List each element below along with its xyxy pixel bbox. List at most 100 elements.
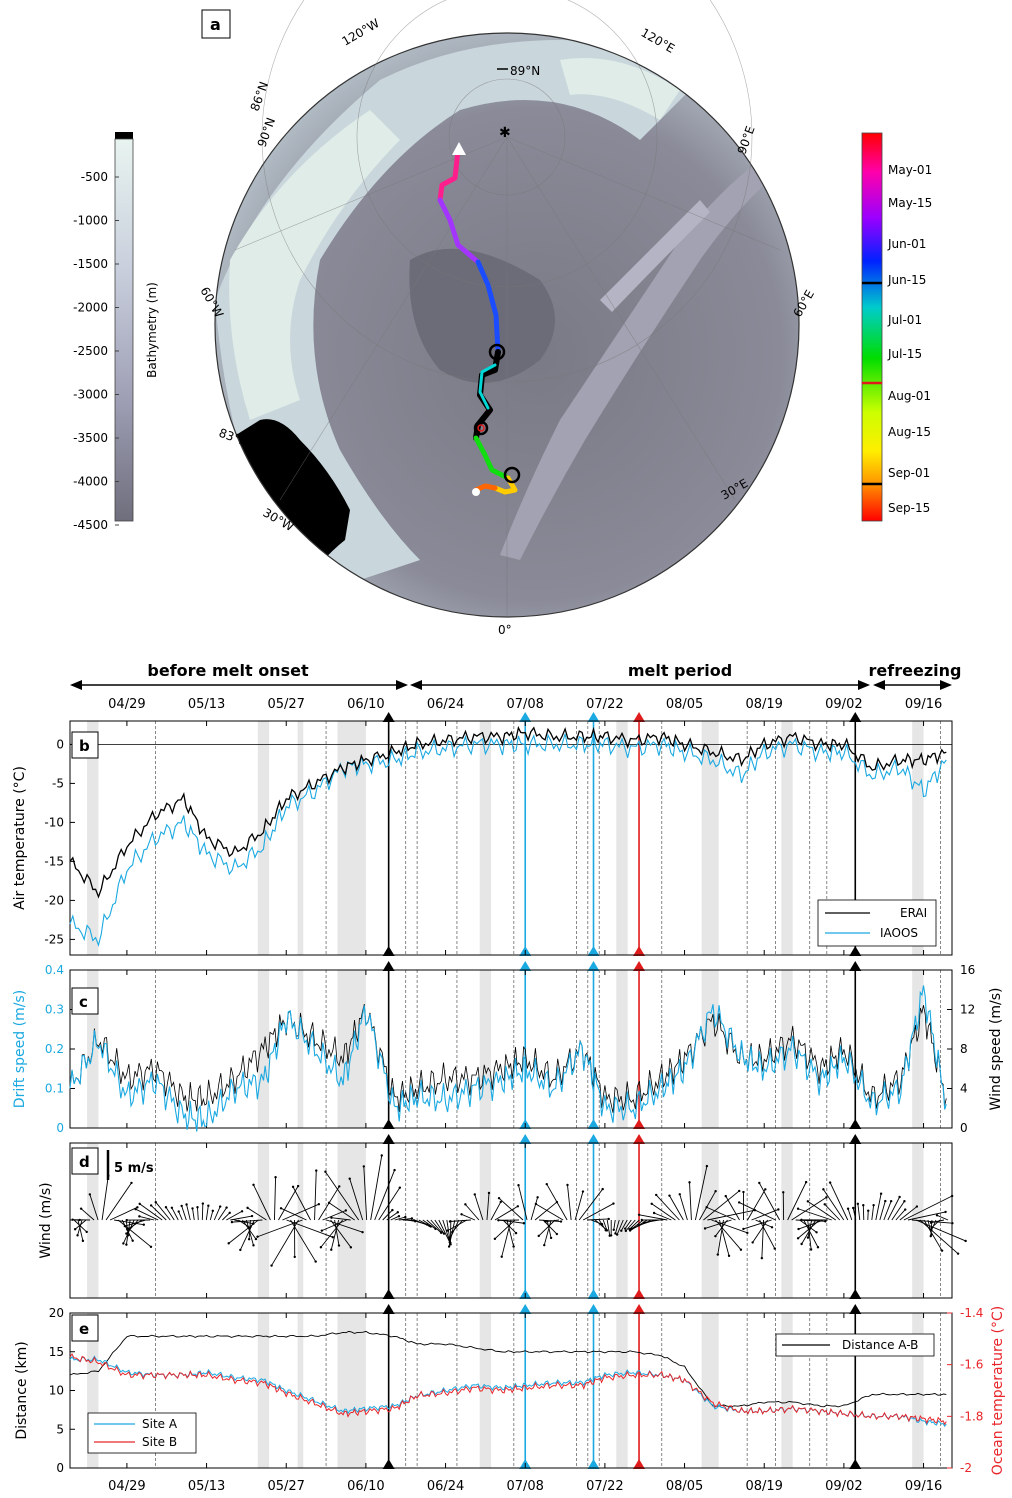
date-colorbar-tick: May-15 — [888, 196, 932, 210]
series-erai-line — [69, 725, 947, 899]
circle-marker-3 — [503, 466, 521, 484]
wind-stick — [707, 1209, 756, 1221]
date-colorbar-tick: Aug-01 — [888, 389, 931, 403]
y-tick-label: -5 — [52, 776, 64, 790]
wind-stick — [370, 1155, 383, 1221]
wind-stick — [518, 1185, 528, 1221]
wind-stick — [545, 1219, 560, 1223]
wind-stick — [382, 1209, 393, 1221]
wind-stick — [101, 1175, 109, 1221]
legend-e-sites: Site A Site B — [87, 1412, 197, 1454]
graticule — [234, 0, 781, 617]
wind-stick-tip — [738, 1189, 741, 1193]
bathymetry-colorbar: Bathymetry (m) -500 -1000 -1500 -2000 -2500 -… — [73, 132, 159, 532]
y-tick-label: 15 — [49, 1345, 64, 1359]
wind-stick-tip — [227, 1242, 230, 1245]
wind-stick — [314, 1170, 317, 1221]
wind-stick-tip — [522, 1222, 526, 1225]
period-melt-label: melt period — [628, 661, 732, 680]
wind-stick-tip — [800, 1242, 803, 1246]
wind-stick — [725, 1195, 740, 1221]
wind-stick-tip — [122, 1242, 125, 1245]
wind-stick-tip — [396, 1211, 400, 1214]
wind-stick — [230, 1215, 253, 1221]
wind-stick-tip — [935, 1214, 939, 1217]
shade-band — [297, 721, 304, 955]
wind-stick-tip — [247, 1237, 251, 1241]
shade-band — [297, 1313, 304, 1468]
wind-stick-tip — [705, 1206, 708, 1209]
wind-stick — [213, 1206, 221, 1221]
shade-band — [616, 970, 628, 1128]
key-date-marker — [849, 712, 862, 722]
wind-stick-tip — [201, 1202, 205, 1205]
wind-stick-tip — [142, 1223, 145, 1226]
wind-scale-label: 5 m/s — [114, 1161, 154, 1176]
wind-stick-tip — [331, 1236, 334, 1239]
shade-band — [87, 1313, 99, 1468]
wind-stick — [418, 1219, 430, 1227]
key-date-marker — [587, 946, 600, 956]
panel-d-ylabel: Wind (m/s) — [38, 1182, 54, 1258]
y2-tick-label: 8 — [960, 1042, 968, 1056]
wind-stick-tip — [605, 1229, 609, 1232]
wind-stick-tip — [446, 1229, 449, 1232]
wind-stick-tip — [782, 1191, 785, 1194]
wind-stick-tip — [254, 1237, 258, 1241]
wind-stick — [639, 1214, 668, 1221]
shade-band — [297, 970, 304, 1128]
wind-stick — [135, 1208, 159, 1221]
date-colorbar-tick: Aug-15 — [888, 425, 931, 439]
shade-band — [257, 721, 270, 955]
shade-band — [479, 970, 492, 1128]
panel-a-label-box — [201, 9, 231, 39]
wind-stick — [150, 1205, 167, 1221]
y-tick-label: 0.1 — [45, 1082, 64, 1096]
bathymetry-tick: -2500 — [73, 344, 108, 358]
top-date-tick: 06/10 — [347, 697, 384, 712]
top-date-tick: 05/27 — [267, 697, 304, 712]
wind-stick — [759, 1219, 776, 1249]
bottom-date-tick: 05/13 — [188, 1479, 225, 1494]
wind-stick-tip — [851, 1206, 855, 1210]
wind-stick — [871, 1205, 875, 1221]
wind-stick-tip — [391, 1208, 394, 1212]
circle-marker-red — [477, 424, 485, 432]
wind-stick-tip — [362, 1165, 366, 1168]
wind-stick — [875, 1193, 882, 1221]
wind-stick — [715, 1219, 742, 1250]
wind-stick-tip — [796, 1207, 800, 1210]
wind-stick-tip — [612, 1228, 615, 1232]
key-date-marker — [633, 712, 646, 722]
shade-band — [781, 721, 793, 955]
wind-stick — [217, 1207, 227, 1221]
wind-stick — [378, 1187, 401, 1221]
wind-stick-tip — [559, 1220, 563, 1223]
wind-stick-tip — [828, 1181, 832, 1184]
wind-stick-tip — [555, 1232, 559, 1236]
axes-box — [69, 1142, 953, 1299]
date-colorbar-tick: May-01 — [888, 163, 932, 177]
wind-stick — [222, 1212, 231, 1221]
wind-stick — [438, 1219, 451, 1243]
wind-stick — [651, 1203, 676, 1221]
top-date-tick: 08/19 — [745, 697, 782, 712]
wind-stick-tip — [81, 1239, 85, 1243]
wind-stick — [704, 1219, 732, 1229]
wind-stick-tip — [154, 1200, 157, 1204]
wind-stick-tip — [447, 1245, 451, 1248]
key-date-marker — [849, 1134, 862, 1144]
shade-band — [701, 721, 719, 955]
top-date-tick: 05/13 — [188, 697, 225, 712]
bathymetry-colorbar-label: Bathymetry (m) — [145, 282, 159, 378]
y-tick-label: 0 — [56, 737, 64, 751]
bathymetry-tick: -3500 — [73, 431, 108, 445]
shade-band — [616, 1143, 628, 1298]
wind-stick — [201, 1203, 204, 1221]
shade-band — [781, 1313, 793, 1468]
wind-stick-tip — [956, 1252, 960, 1255]
wind-stick-tip — [770, 1226, 774, 1229]
wind-stick — [349, 1178, 364, 1221]
wind-stick-tip — [884, 1199, 887, 1203]
wind-stick-tip — [637, 1213, 641, 1216]
